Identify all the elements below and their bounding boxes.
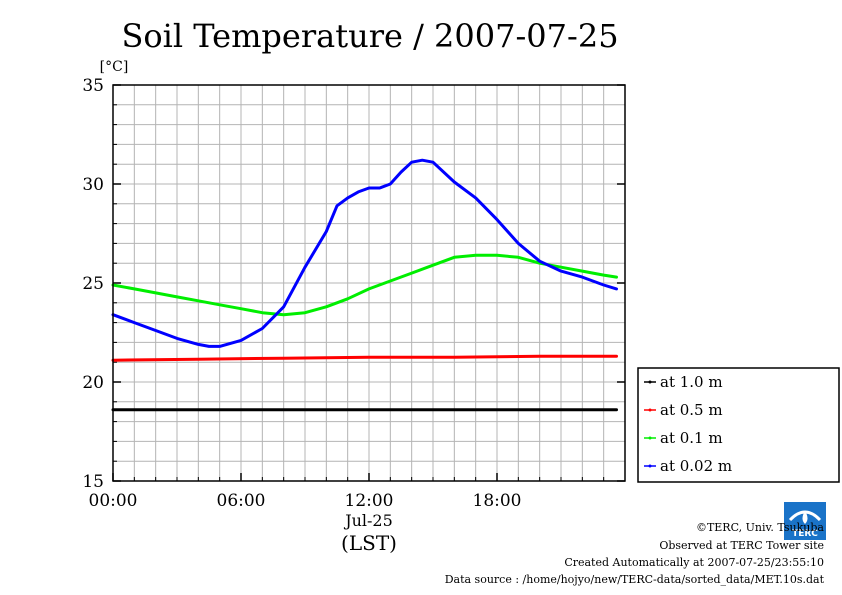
y-tick-label: 35 (82, 76, 104, 96)
source-text: Data source : /home/hojyo/new/TERC-data/… (444, 573, 824, 586)
grid-lines (113, 85, 625, 481)
legend-label: at 0.5 m (660, 401, 723, 419)
plot-frame (112, 84, 626, 482)
copyright-text: ©TERC, Univ. Tsukuba (695, 521, 824, 534)
date-label: Jul-25 (343, 511, 393, 530)
y-axis: 35 30 25 20 15 (82, 76, 625, 492)
legend-box (637, 367, 840, 483)
series-line-1 (111, 354, 618, 362)
series-line-3 (111, 158, 618, 348)
x-axis-label: (LST) (341, 531, 397, 555)
x-axis: 00:00 06:00 12:00 18:00 (89, 473, 605, 511)
series-lines (111, 158, 618, 412)
y-tick-label: 25 (82, 274, 104, 294)
terc-logo: TERC (784, 502, 826, 540)
logo-text: TERC (792, 529, 818, 539)
legend-label: at 0.02 m (660, 457, 732, 475)
site-text: Observed at TERC Tower site (659, 539, 824, 552)
legend-marker (648, 436, 652, 440)
y-tick-label: 30 (82, 175, 104, 195)
legend-label: at 1.0 m (660, 373, 723, 391)
created-text: Created Automatically at 2007-07-25/23:5… (564, 556, 824, 569)
y-axis-unit-label: [°C] (100, 59, 129, 75)
legend-marker (648, 380, 652, 384)
legend-label: at 0.1 m (660, 429, 723, 447)
x-tick-label: 12:00 (345, 491, 394, 511)
legend: at 1.0 m at 0.5 m at 0.1 m at 0.02 m (637, 367, 840, 483)
x-tick-label: 00:00 (89, 491, 138, 511)
x-tick-label: 18:00 (473, 491, 522, 511)
legend-marker (648, 408, 652, 412)
series-line-2 (111, 253, 618, 317)
y-tick-label: 20 (82, 373, 104, 393)
chart-title: Soil Temperature / 2007-07-25 (121, 17, 618, 55)
x-tick-label: 06:00 (217, 491, 266, 511)
y-tick-label: 15 (82, 472, 104, 492)
legend-marker (648, 464, 652, 468)
